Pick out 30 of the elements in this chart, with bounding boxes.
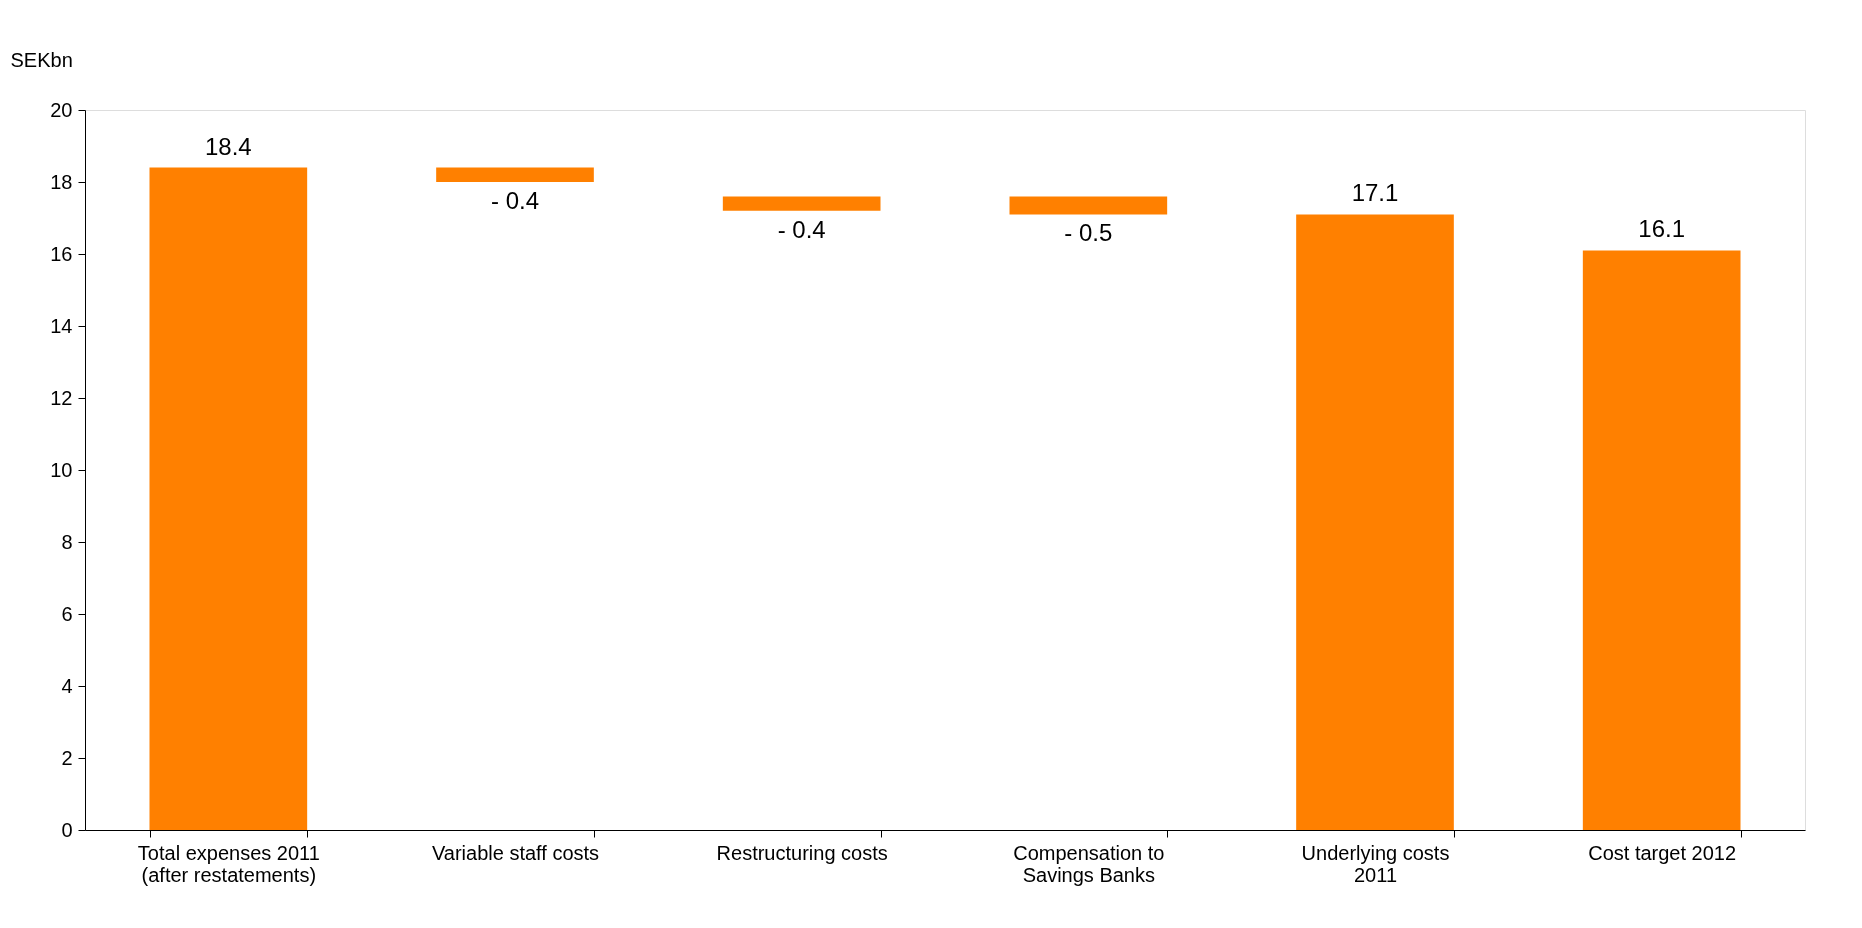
bar (722, 196, 881, 211)
x-tick-label: Variable staff costs (431, 841, 600, 864)
bar (1582, 250, 1741, 830)
x-tick-label: Cost target 2012 (1588, 841, 1737, 864)
bar (1009, 196, 1168, 215)
y-tick-label: 12 (50, 386, 73, 409)
y-tick-label: 16 (50, 242, 73, 265)
data-label: 17.1 (1351, 179, 1399, 207)
data-label: 16.1 (1638, 215, 1686, 243)
y-tick-label: 6 (61, 602, 73, 625)
x-tick-label: Restructuring costs (716, 841, 888, 864)
y-tick-label: 18 (50, 170, 73, 193)
bar (149, 167, 308, 830)
y-tick-label: 2 (61, 746, 73, 769)
y-tick-label: 10 (50, 458, 73, 481)
data-label: - 0.4 (777, 215, 826, 243)
x-tick-label: Compensation to Savings Banks (1013, 841, 1165, 886)
y-tick-label: 8 (61, 530, 73, 553)
bar (1296, 214, 1454, 830)
data-label: - 0.5 (1064, 219, 1113, 247)
data-label: 18.4 (204, 132, 252, 160)
y-tick-label: 4 (61, 674, 73, 697)
x-tick-label: Underlying costs 2011 (1301, 841, 1450, 886)
data-label: - 0.4 (490, 187, 540, 214)
y-tick-label: 20 (50, 98, 73, 121)
x-tick-label: Total expenses 2011 (after restatements) (137, 841, 320, 886)
y-tick-label: 0 (61, 818, 73, 841)
y-tick-label: 14 (50, 314, 73, 337)
y-axis-title: SEKbn (10, 48, 73, 71)
bar (436, 167, 594, 182)
